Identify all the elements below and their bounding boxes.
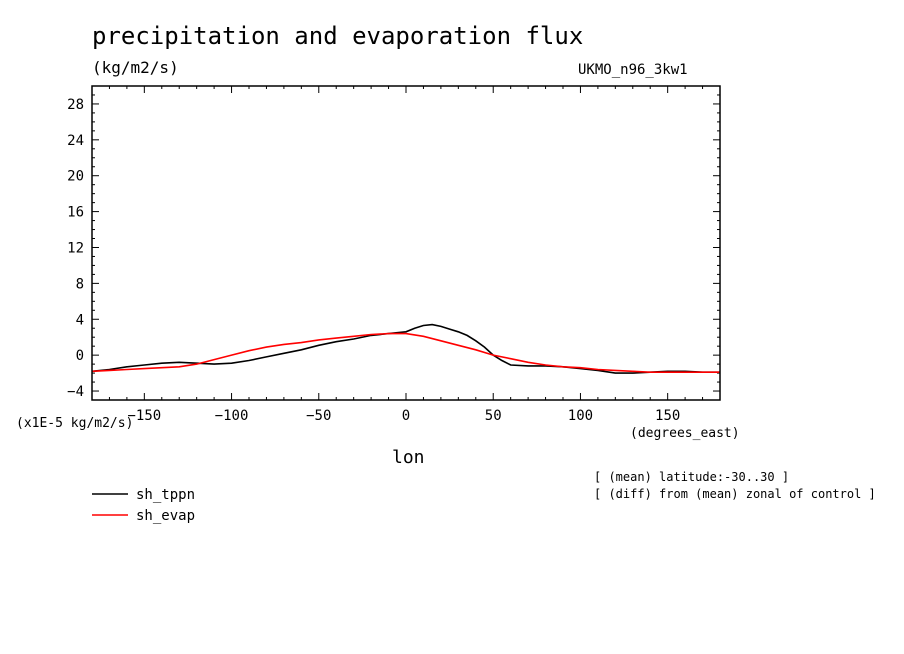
- x-tick-label: 150: [655, 408, 680, 424]
- y-tick-label: 0: [76, 348, 84, 364]
- legend: sh_tppn sh_evap: [92, 487, 195, 524]
- series-lines: [91, 323, 720, 374]
- y-tick-label: 28: [67, 97, 84, 113]
- x-tick-label: −150: [127, 408, 161, 424]
- y-tick-label: 20: [67, 169, 84, 185]
- y-tick-label: 24: [67, 133, 84, 149]
- x-tick-label: 50: [485, 408, 502, 424]
- x-tick-label: 100: [568, 408, 593, 424]
- plot-frame: [91, 85, 721, 401]
- x-axis-label: lon: [392, 447, 425, 468]
- x-tick-label: −50: [306, 408, 331, 424]
- y-tick-label: 4: [76, 312, 84, 328]
- y-tick-label: −4: [67, 384, 84, 400]
- series-line-sh_evap: [91, 332, 720, 374]
- series-line-sh_tppn: [91, 323, 720, 374]
- y-tick-label: 8: [76, 276, 84, 292]
- note-diff: [ (diff) from (mean) zonal of control ]: [594, 487, 876, 501]
- y-tick-label: 12: [67, 240, 84, 256]
- scale-label: (x1E-5 kg/m2/s): [16, 416, 134, 431]
- note-latitude: [ (mean) latitude:-30..30 ]: [594, 470, 790, 484]
- x-units-label: (degrees_east): [630, 426, 740, 441]
- legend-label-sh_evap: sh_evap: [136, 508, 195, 524]
- legend-label-sh_tppn: sh_tppn: [136, 487, 195, 503]
- x-tick-label: −100: [215, 408, 249, 424]
- y-tick-label: 16: [67, 205, 84, 221]
- units-label: (kg/m2/s): [92, 58, 179, 77]
- axis-ticks: −4 0 4 8 12 16 20 24 28 −150 −100 −50 0 50 100 150: [67, 85, 721, 424]
- model-label: UKMO_n96_3kw1: [578, 62, 688, 78]
- x-tick-label: 0: [402, 408, 410, 424]
- chart-title: precipitation and evaporation flux: [92, 22, 584, 50]
